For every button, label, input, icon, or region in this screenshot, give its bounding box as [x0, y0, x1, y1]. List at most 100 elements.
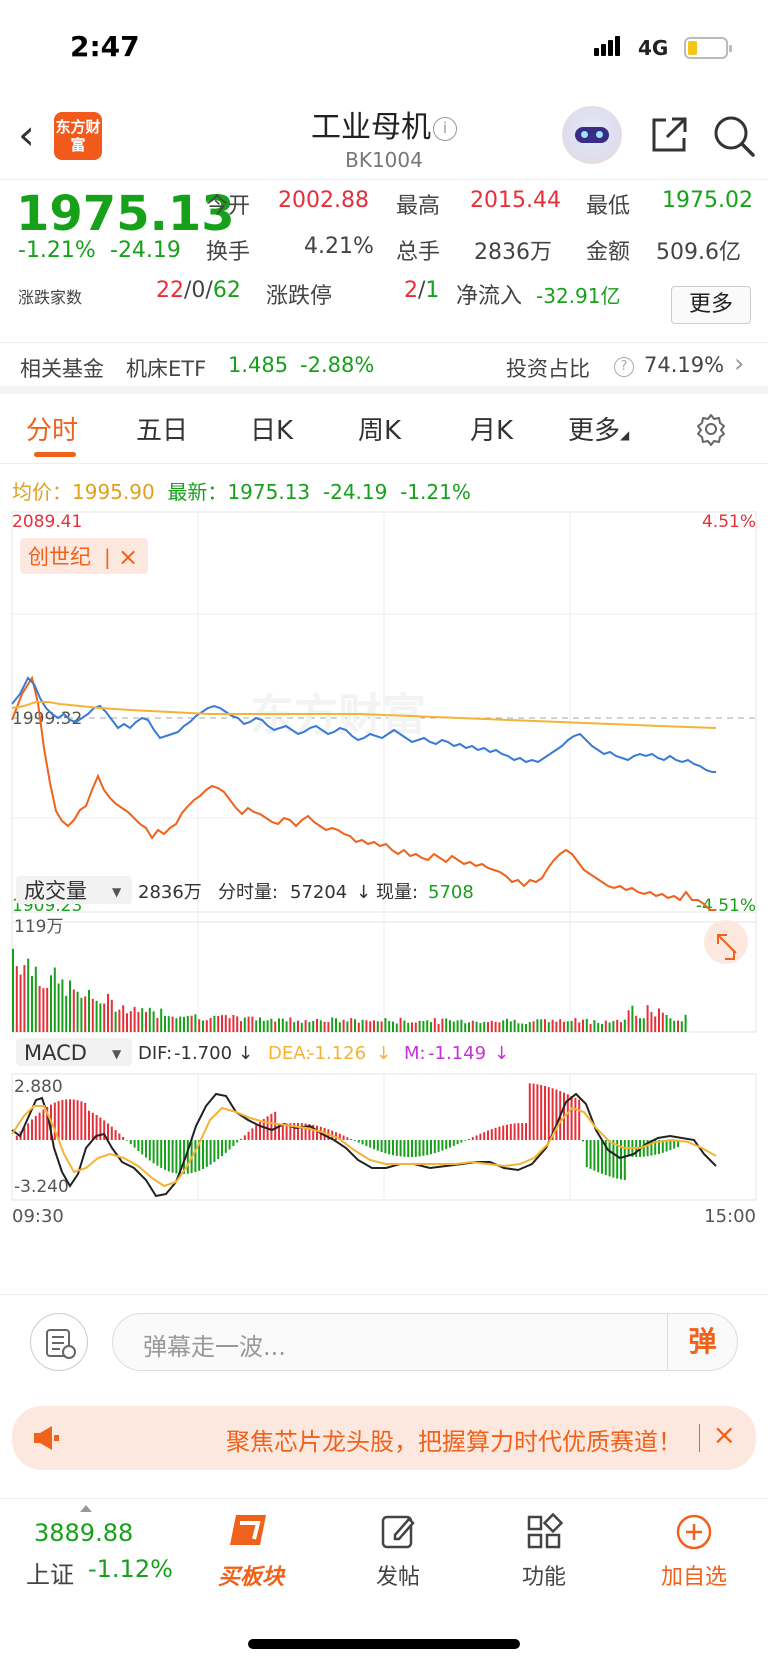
- macd-bar: [369, 1140, 372, 1148]
- tab-weekly-k[interactable]: 周K: [358, 416, 402, 446]
- volume-bar: [528, 1022, 531, 1032]
- macd-bar: [597, 1140, 600, 1173]
- more-button[interactable]: 更多: [671, 286, 751, 324]
- volume-bar: [338, 1022, 341, 1032]
- svg-text:↓: ↓: [238, 1043, 253, 1064]
- tab-daily-k[interactable]: 日K: [250, 416, 294, 446]
- macd-bar: [232, 1140, 235, 1146]
- volume-bar: [456, 1020, 459, 1032]
- macd-bar: [145, 1140, 147, 1158]
- volume-bar: [270, 1018, 273, 1032]
- volume-bar: [346, 1021, 349, 1032]
- macd-bar: [445, 1140, 448, 1150]
- tab-intraday[interactable]: 分时: [26, 416, 79, 446]
- board-code: BK1004: [345, 148, 423, 172]
- volume-bar: [65, 995, 68, 1032]
- volume-bar: [118, 1009, 121, 1032]
- macd-bar: [430, 1140, 432, 1155]
- macd-bar: [604, 1140, 607, 1176]
- assistant-robot-icon[interactable]: [562, 106, 622, 164]
- volume-bar: [555, 1021, 558, 1032]
- macd-bar: [236, 1140, 239, 1143]
- sh-index-change[interactable]: -1.12%: [88, 1555, 173, 1583]
- sh-index-name[interactable]: 上证: [26, 1561, 74, 1589]
- macd-bar: [42, 1109, 45, 1140]
- last-price: 1975.13: [16, 186, 235, 242]
- svg-text:|: |: [104, 545, 111, 569]
- sh-index-value[interactable]: 3889.88: [34, 1519, 134, 1547]
- volume-bar: [525, 1024, 527, 1032]
- volume-bar: [369, 1021, 372, 1032]
- intraday-chart[interactable]: 东方财富 创世纪 | × 2089.41 4.51% 1999.32 1909.…: [0, 508, 768, 1298]
- macd-selector: [16, 1038, 132, 1066]
- macd-bar: [361, 1140, 364, 1145]
- volume-bar: [604, 1020, 607, 1032]
- macd-bar: [84, 1102, 87, 1140]
- back-icon[interactable]: ‹: [18, 110, 35, 159]
- macd-bar: [673, 1140, 676, 1149]
- volume-bar: [407, 1022, 410, 1032]
- post-button[interactable]: 发帖: [356, 1511, 440, 1591]
- caret-up-icon: [80, 1505, 92, 1512]
- volume-bar: [240, 1021, 242, 1032]
- macd-bar: [677, 1140, 679, 1148]
- macd-bar: [365, 1140, 368, 1147]
- banner-close-icon[interactable]: ×: [712, 1418, 736, 1451]
- volume-bar: [42, 988, 45, 1032]
- help-icon[interactable]: ?: [614, 357, 634, 377]
- tab-five-day[interactable]: 五日: [136, 416, 189, 446]
- search-icon[interactable]: [712, 114, 756, 158]
- danmu-send-button[interactable]: 弹: [667, 1314, 737, 1370]
- volume-bar: [114, 1011, 117, 1032]
- macd-bar: [642, 1140, 645, 1157]
- change-value: -24.19: [110, 238, 181, 263]
- active-tab-indicator: [34, 452, 76, 457]
- volume-bar: [639, 1018, 641, 1032]
- tab-monthly-k[interactable]: 月K: [470, 416, 514, 446]
- macd-bar: [490, 1129, 493, 1140]
- macd-bar: [498, 1126, 501, 1140]
- macd-bar: [593, 1140, 596, 1171]
- volume-bar: [494, 1021, 497, 1032]
- volume-bar: [304, 1020, 307, 1032]
- volume-bar: [521, 1023, 524, 1032]
- macd-bar: [99, 1117, 102, 1140]
- volume-bar: [308, 1022, 311, 1032]
- buy-sector-button[interactable]: 买板块: [208, 1511, 294, 1591]
- volume-bar: [53, 967, 56, 1032]
- macd-bar: [107, 1123, 109, 1140]
- macd-bar: [376, 1140, 379, 1151]
- promo-banner[interactable]: 聚焦芯片龙头股，把握算力时代优质赛道！ ×: [12, 1406, 756, 1470]
- share-icon[interactable]: [650, 116, 688, 154]
- function-button[interactable]: 功能: [502, 1511, 586, 1591]
- volume-bar: [255, 1020, 258, 1032]
- macd-bar: [468, 1138, 470, 1140]
- limit-label: 涨跌停: [266, 284, 333, 309]
- volume-bar: [650, 1012, 653, 1032]
- volume-selector: [16, 876, 132, 904]
- gear-icon[interactable]: [694, 412, 728, 446]
- macd-bar: [608, 1140, 611, 1177]
- volume-bar: [422, 1021, 425, 1032]
- volume-bar: [669, 1018, 672, 1032]
- tab-more[interactable]: 更多◢: [568, 416, 630, 446]
- volume-bar: [122, 1005, 125, 1032]
- danmu-input[interactable]: 弹幕走一波... 弹: [112, 1313, 738, 1371]
- close-icon: ×: [118, 543, 138, 571]
- macd-bar: [122, 1137, 125, 1140]
- add-watchlist-button[interactable]: 加自选: [648, 1511, 740, 1591]
- macd-bar: [479, 1133, 482, 1140]
- macd-bar: [243, 1135, 246, 1140]
- macd-bar: [380, 1140, 383, 1152]
- related-fund-row[interactable]: 相关基金 机床ETF 1.485 -2.88% 投资占比 ? 74.19% ›: [0, 342, 768, 394]
- danmu-list-icon[interactable]: [30, 1313, 88, 1371]
- volume-bar: [460, 1019, 463, 1032]
- macd-bar: [388, 1140, 391, 1155]
- info-icon[interactable]: i: [433, 116, 457, 141]
- volume-selector-label: 成交量: [24, 879, 87, 903]
- macd-bar: [589, 1140, 592, 1169]
- netflow-label: 净流入: [456, 284, 523, 309]
- macd-bar: [570, 1096, 573, 1140]
- caret-down-icon: ▼: [112, 885, 122, 899]
- app-header: ‹ 东方财富 工业母机 i BK1004: [0, 96, 768, 180]
